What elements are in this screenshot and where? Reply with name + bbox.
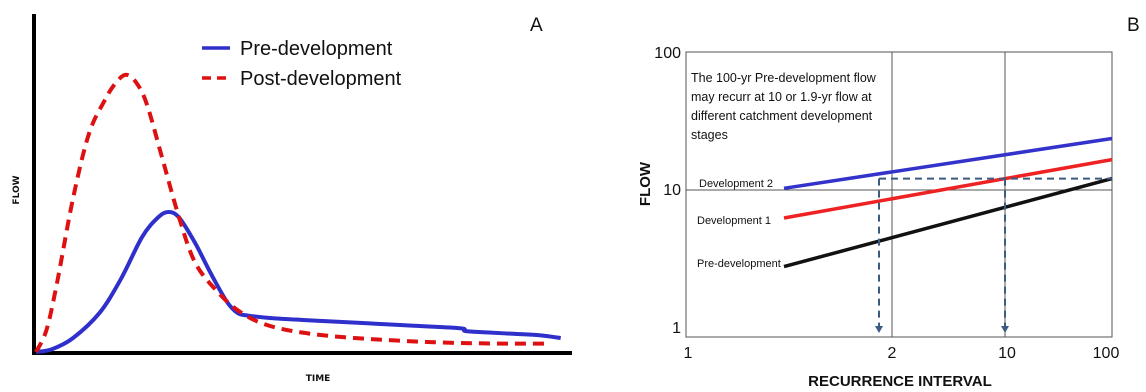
panel-a-series-group: [34, 72, 561, 354]
panel-b-letter: B: [1127, 15, 1140, 36]
panel-b-plot-frame: [685, 51, 1113, 338]
panel-b-xtick-100: 100: [1093, 345, 1120, 362]
panel-b-label-pre-development: Pre-development: [697, 258, 781, 270]
panel-b-reference-arrowhead-1: [875, 326, 883, 333]
panel-a-series-pre-development: [35, 210, 561, 354]
panel-b-xtick-2: 2: [888, 345, 897, 362]
panel-b-xtick-1: 1: [684, 345, 693, 362]
legend-label-pre-development: Pre-development: [240, 38, 393, 60]
panel-b-series-pre-development: [783, 176, 1113, 269]
panel-a-legend: Pre-development Post-development: [202, 38, 402, 90]
panel-b-xlabel: RECURRENCE INTERVAL: [808, 373, 992, 390]
panel-b-label-development-1: Development 1: [697, 215, 771, 227]
panel-b-note-line-4: stages: [691, 128, 728, 142]
panel-b-note-line-3: different catchment development: [691, 109, 873, 123]
panel-b-ytick-100: 100: [654, 45, 681, 62]
panel-b: B 100 10 1 1 2 10 100 FLOW RECURRENCE IN…: [637, 15, 1140, 390]
panel-b-xtick-10: 10: [998, 345, 1016, 362]
legend-label-post-development: Post-development: [240, 68, 402, 90]
panel-b-reference-lines: [875, 177, 1112, 333]
panel-b-note-line-2: may recurr at 10 or 1.9-yr flow at: [691, 90, 872, 104]
panel-a-xlabel: TIME: [306, 374, 331, 384]
panel-b-series-development-2: [783, 136, 1113, 191]
panel-a-ylabel: FLOW: [12, 175, 22, 204]
panel-b-reference-arrowhead-2: [1001, 326, 1009, 333]
panel-b-ylabel: FLOW: [637, 161, 654, 206]
panel-a: A FLOW TIME Pre-development Post-develop…: [12, 14, 572, 384]
panel-b-ytick-10: 10: [663, 182, 681, 199]
panel-b-series-development-1: [783, 157, 1113, 220]
panel-a-letter: A: [530, 15, 543, 36]
panel-b-series-group: [783, 136, 1113, 269]
panel-b-note-line-1: The 100-yr Pre-development flow: [691, 71, 877, 85]
panel-a-series-post-development: [34, 72, 545, 353]
panel-b-ytick-1: 1: [672, 320, 681, 337]
panel-b-label-development-2: Development 2: [699, 178, 773, 190]
